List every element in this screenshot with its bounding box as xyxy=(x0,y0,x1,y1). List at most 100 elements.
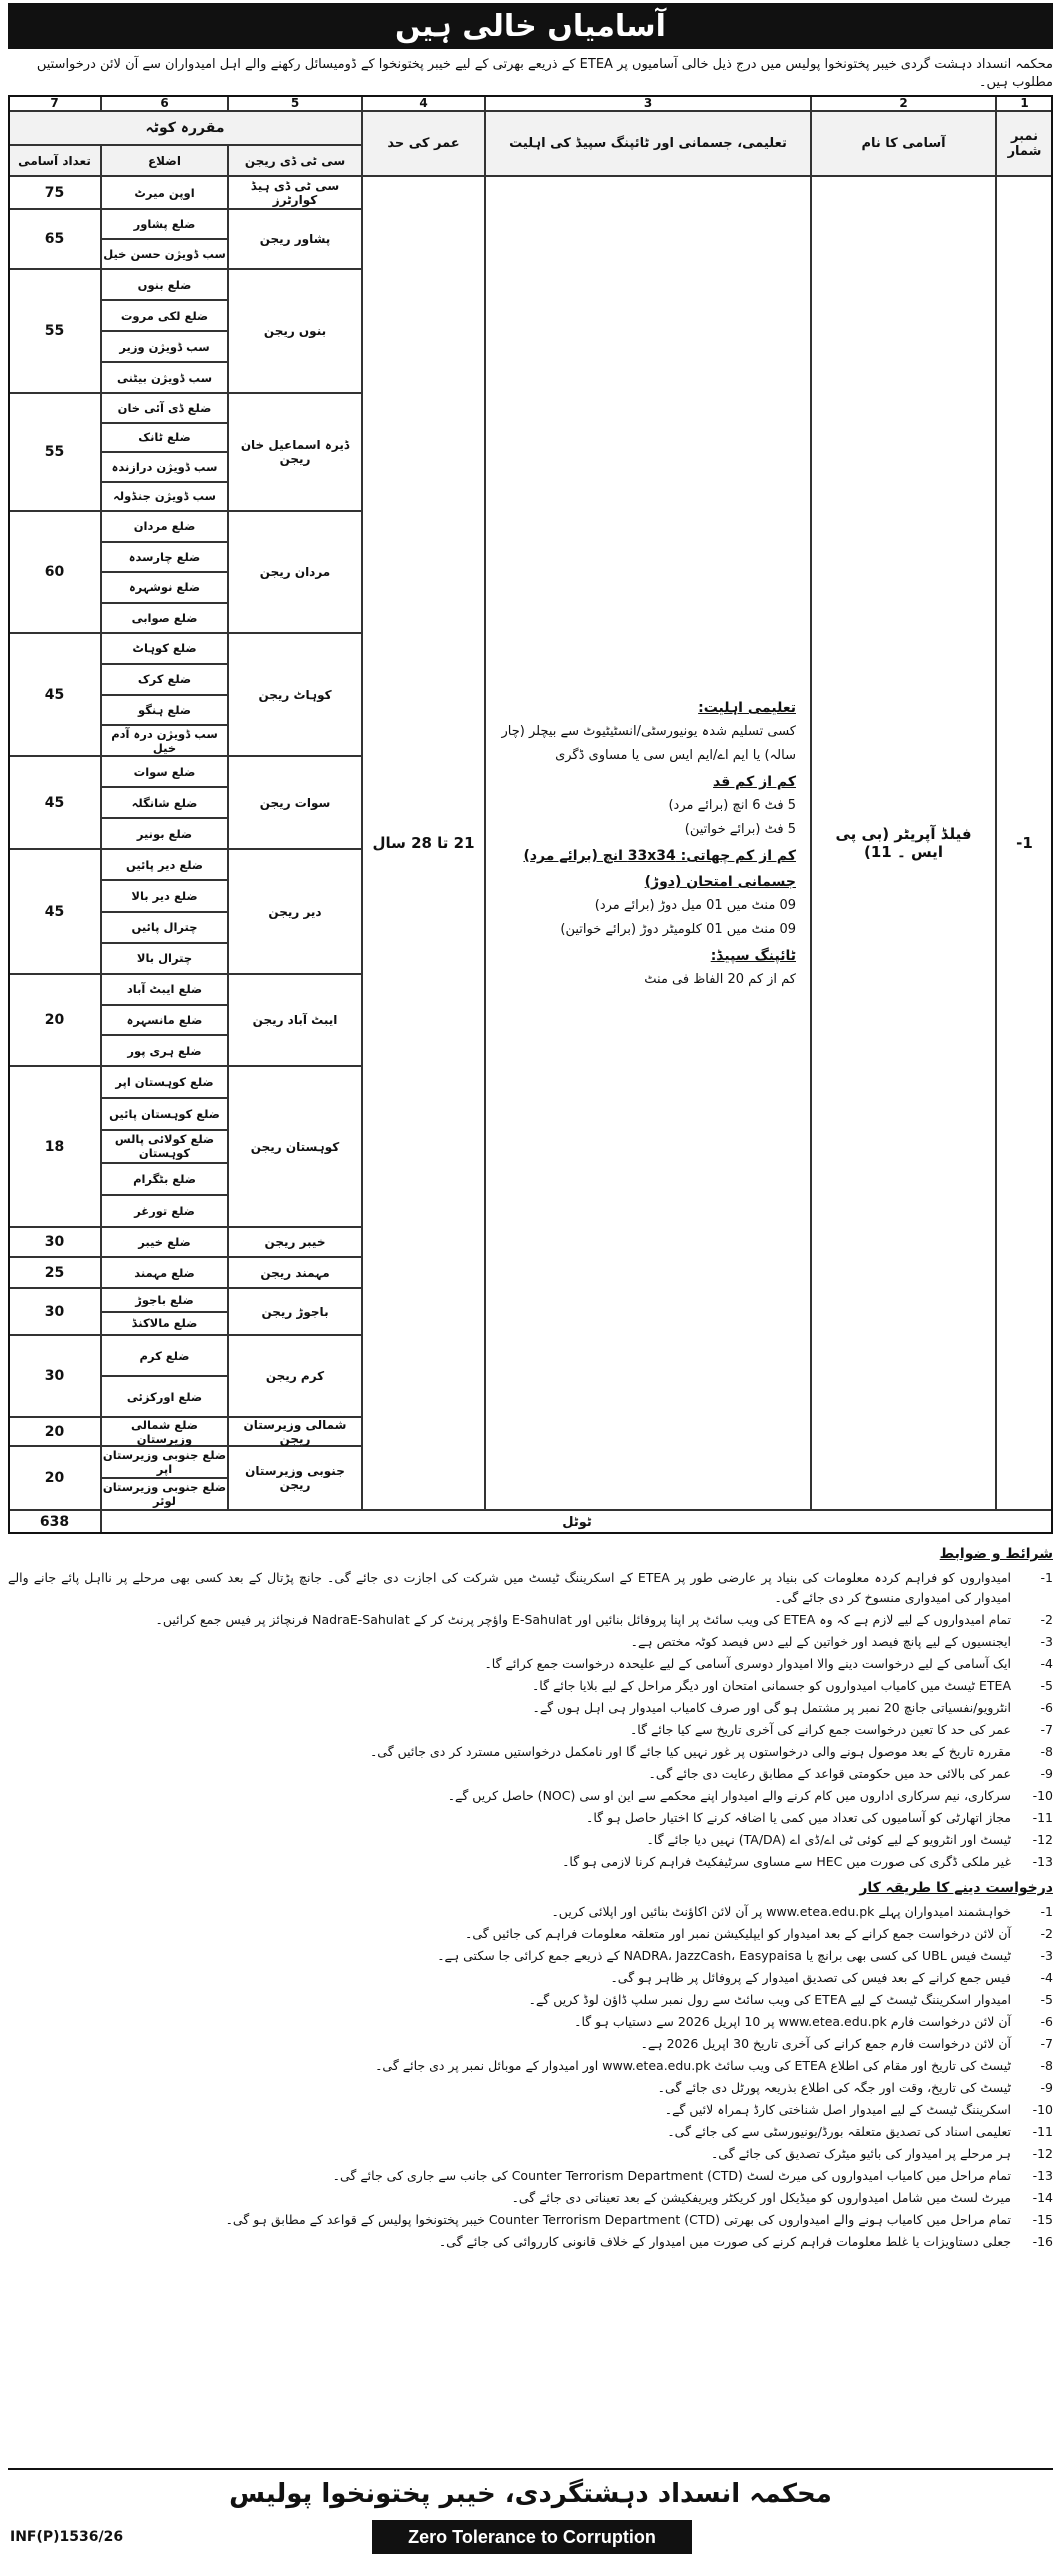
vacancy-count: 65 xyxy=(8,209,101,269)
district: سب ڈویژن جنڈولہ xyxy=(101,481,228,511)
term-number: -4 xyxy=(1040,1970,1053,1985)
district: ضلع چارسدہ xyxy=(101,541,228,572)
term-item: -9 ٹیسٹ کی تاریخ، وقت اور جگہ کی اطلاع بذ… xyxy=(8,2078,1053,2098)
term-text: سرکاری، نیم سرکاری اداروں میں کام کرنے و… xyxy=(447,1788,1011,1803)
district: سب ڈویژن حسن خیل xyxy=(101,239,228,269)
term-text: آن لائن درخواست جمع کرانے کے بعد امیدوار… xyxy=(465,1926,1011,1941)
district: ضلع مالاکنڈ xyxy=(101,1311,228,1335)
term-item: -8 مقررہ تاریخ کے بعد موصول ہونے والی درخ… xyxy=(8,1742,1053,1762)
column-number: 6 xyxy=(101,95,228,111)
district: ضلع کرم xyxy=(101,1335,228,1376)
column-header: تعلیمی، جسمانی اور ٹائپنگ سپیڈ کی اہلیت xyxy=(485,111,811,176)
term-text: آن لائن درخواست فارم جمع کرانے کی آخری ت… xyxy=(640,2036,1011,2051)
term-number: -8 xyxy=(1040,2058,1053,2073)
term-number: -11 xyxy=(1032,1810,1053,1825)
term-number: -8 xyxy=(1040,1744,1053,1759)
region-name: کوہستان ریجن xyxy=(228,1066,362,1227)
term-item: -15 تمام مراحل میں کامیاب ہونے والے امیدو… xyxy=(8,2210,1053,2230)
term-text: ETEA ٹیسٹ میں کامیاب امیدواروں کو جسمانی… xyxy=(531,1678,1011,1693)
region-name: جنوبی وزیرستان ریجن xyxy=(228,1446,362,1510)
column-header: نمبر شمار xyxy=(996,111,1053,176)
term-number: -6 xyxy=(1040,1700,1053,1715)
quota-header: مقررہ کوٹہ xyxy=(8,111,362,145)
column-header: تعداد آسامی xyxy=(8,145,101,176)
vacancy-count: 30 xyxy=(8,1288,101,1335)
section-title: درخواست دینے کا طریقہ کار xyxy=(859,1880,1053,1896)
qualification-cell: تعلیمی اہلیت: کسی تسلیم شدہ یونیورسٹی/انس… xyxy=(485,176,811,1510)
district: ضلع کوہستان اپر xyxy=(101,1066,228,1099)
district: سب ڈویژن وزیر xyxy=(101,331,228,362)
term-number: -12 xyxy=(1032,1832,1053,1847)
term-text: غیر ملکی ڈگری کی صورت میں HEC سے مساوی س… xyxy=(562,1854,1011,1869)
term-item: -4 ایک آسامی کے لیے درخواست دینے والا امی… xyxy=(8,1654,1053,1674)
term-item: -1 خواہشمند امیدواران پہلے www.etea.edu.p… xyxy=(8,1902,1053,1922)
vacancy-count: 30 xyxy=(8,1335,101,1417)
district: ضلع مانسہرہ xyxy=(101,1004,228,1036)
term-item: -11 مجاز اتھارٹی کو آسامیوں کی تعداد میں … xyxy=(8,1808,1053,1828)
column-number: 4 xyxy=(362,95,485,111)
district: ضلع جنوبی وزیرستان لوئر xyxy=(101,1478,228,1510)
term-text: امیدواروں کو فراہم کردہ معلومات کی بنیاد… xyxy=(8,1570,1011,1605)
vacancy-count: 45 xyxy=(8,633,101,756)
section-title: شرائط و ضوابط xyxy=(939,1546,1053,1562)
column-number: 7 xyxy=(8,95,101,111)
column-header: عمر کی حد xyxy=(362,111,485,176)
term-text: ٹیسٹ فیس UBL کی کسی بھی برانچ یا NADRA، … xyxy=(437,1948,1011,1963)
qualification-heading: کم از کم چھاتی: 33x34 انچ (برائے مرد) xyxy=(523,848,796,864)
region-name: کوہاٹ ریجن xyxy=(228,633,362,756)
district: چترال پائیں xyxy=(101,911,228,943)
term-item: -11 تعلیمی اسناد کی تصدیق متعلقہ بورڈ/یون… xyxy=(8,2122,1053,2142)
term-item: -3 ایجنسیوں کے لیے پانچ فیصد اور خواتین ک… xyxy=(8,1632,1053,1652)
term-item: -10 سرکاری، نیم سرکاری اداروں میں کام کرن… xyxy=(8,1786,1053,1806)
qualification-line: 09 منٹ میں 01 میل دوڑ (برائے مرد) xyxy=(594,898,796,913)
term-text: امیدوار اسکریننگ ٹیسٹ کے لیے ETEA کی ویب… xyxy=(528,1992,1011,2007)
district: ضلع کوہاٹ xyxy=(101,633,228,664)
district: ضلع جنوبی وزیرستان اپر xyxy=(101,1446,228,1478)
vacancy-count: 20 xyxy=(8,1417,101,1446)
region-name: مہمند ریجن xyxy=(228,1257,362,1288)
column-header: سی ٹی ڈی ریجن xyxy=(228,145,362,176)
term-number: -3 xyxy=(1040,1634,1053,1649)
term-number: -1 xyxy=(1040,1904,1053,1919)
term-number: -14 xyxy=(1032,2190,1053,2205)
district: ضلع باجوڑ xyxy=(101,1288,228,1312)
region-name: باجوڑ ریجن xyxy=(228,1288,362,1335)
district: ضلع لکی مروت xyxy=(101,300,228,331)
term-text: انٹرویو/نفسیاتی جانچ 20 نمبر پر مشتمل ہو… xyxy=(532,1700,1012,1715)
qualification-line: 5 فٹ (برائے خواتین) xyxy=(684,822,796,837)
term-text: مقررہ تاریخ کے بعد موصول ہونے والی درخوا… xyxy=(369,1744,1011,1759)
qualification-line: کسی تسلیم شدہ یونیورسٹی/انسٹیٹیوٹ سے بیچ… xyxy=(501,724,796,763)
term-text: ایک آسامی کے لیے درخواست دینے والا امیدو… xyxy=(484,1656,1011,1671)
vacancy-count: 20 xyxy=(8,974,101,1066)
term-text: تمام مراحل میں کامیاب ہونے والے امیدوارو… xyxy=(225,2212,1011,2227)
district: ضلع ڈی آئی خان xyxy=(101,393,228,423)
term-number: -16 xyxy=(1032,2234,1053,2249)
term-item: -10 اسکریننگ ٹیسٹ کے لیے امیدوار اصل شناخ… xyxy=(8,2100,1053,2120)
vacancy-count: 45 xyxy=(8,756,101,849)
district: ضلع شانگلہ xyxy=(101,787,228,818)
term-number: -9 xyxy=(1040,1766,1053,1781)
total-label: ٹوٹل xyxy=(101,1510,1053,1534)
qualification-heading: تعلیمی اہلیت: xyxy=(698,700,796,716)
district: ضلع بونیر xyxy=(101,818,228,849)
slogan: Zero Tolerance to Corruption xyxy=(372,2520,692,2554)
term-item: -6 انٹرویو/نفسیاتی جانچ 20 نمبر پر مشتمل … xyxy=(8,1698,1054,1718)
term-number: -5 xyxy=(1040,1992,1053,2007)
region-name: کرم ریجن xyxy=(228,1335,362,1417)
term-number: -10 xyxy=(1032,2102,1053,2117)
qualification-line: 5 فٹ 6 انچ (برائے مرد) xyxy=(668,798,796,813)
term-text: ٹیسٹ اور انٹرویو کے لیے کوئی ٹی اے/ڈی اے… xyxy=(646,1832,1011,1847)
region-name: سوات ریجن xyxy=(228,756,362,849)
column-number: 1 xyxy=(996,95,1053,111)
term-text: مجاز اتھارٹی کو آسامیوں کی تعداد میں کمی… xyxy=(586,1810,1011,1825)
term-item: -4 فیس جمع کرانے کے بعد فیس کی تصدیق امید… xyxy=(8,1968,1053,1988)
footer-rule xyxy=(8,2468,1053,2470)
vacancy-count: 30 xyxy=(8,1227,101,1257)
term-text: ٹیسٹ کی تاریخ اور مقام کی اطلاع ETEA کی … xyxy=(375,2058,1011,2073)
column-header: اضلاع xyxy=(101,145,228,176)
vacancy-count: 20 xyxy=(8,1446,101,1510)
term-text: تمام مراحل میں کامیاب امیدواروں کی میرٹ … xyxy=(332,2168,1011,2183)
term-text: ٹیسٹ کی تاریخ، وقت اور جگہ کی اطلاع بذری… xyxy=(657,2080,1011,2095)
term-number: -15 xyxy=(1032,2212,1053,2227)
